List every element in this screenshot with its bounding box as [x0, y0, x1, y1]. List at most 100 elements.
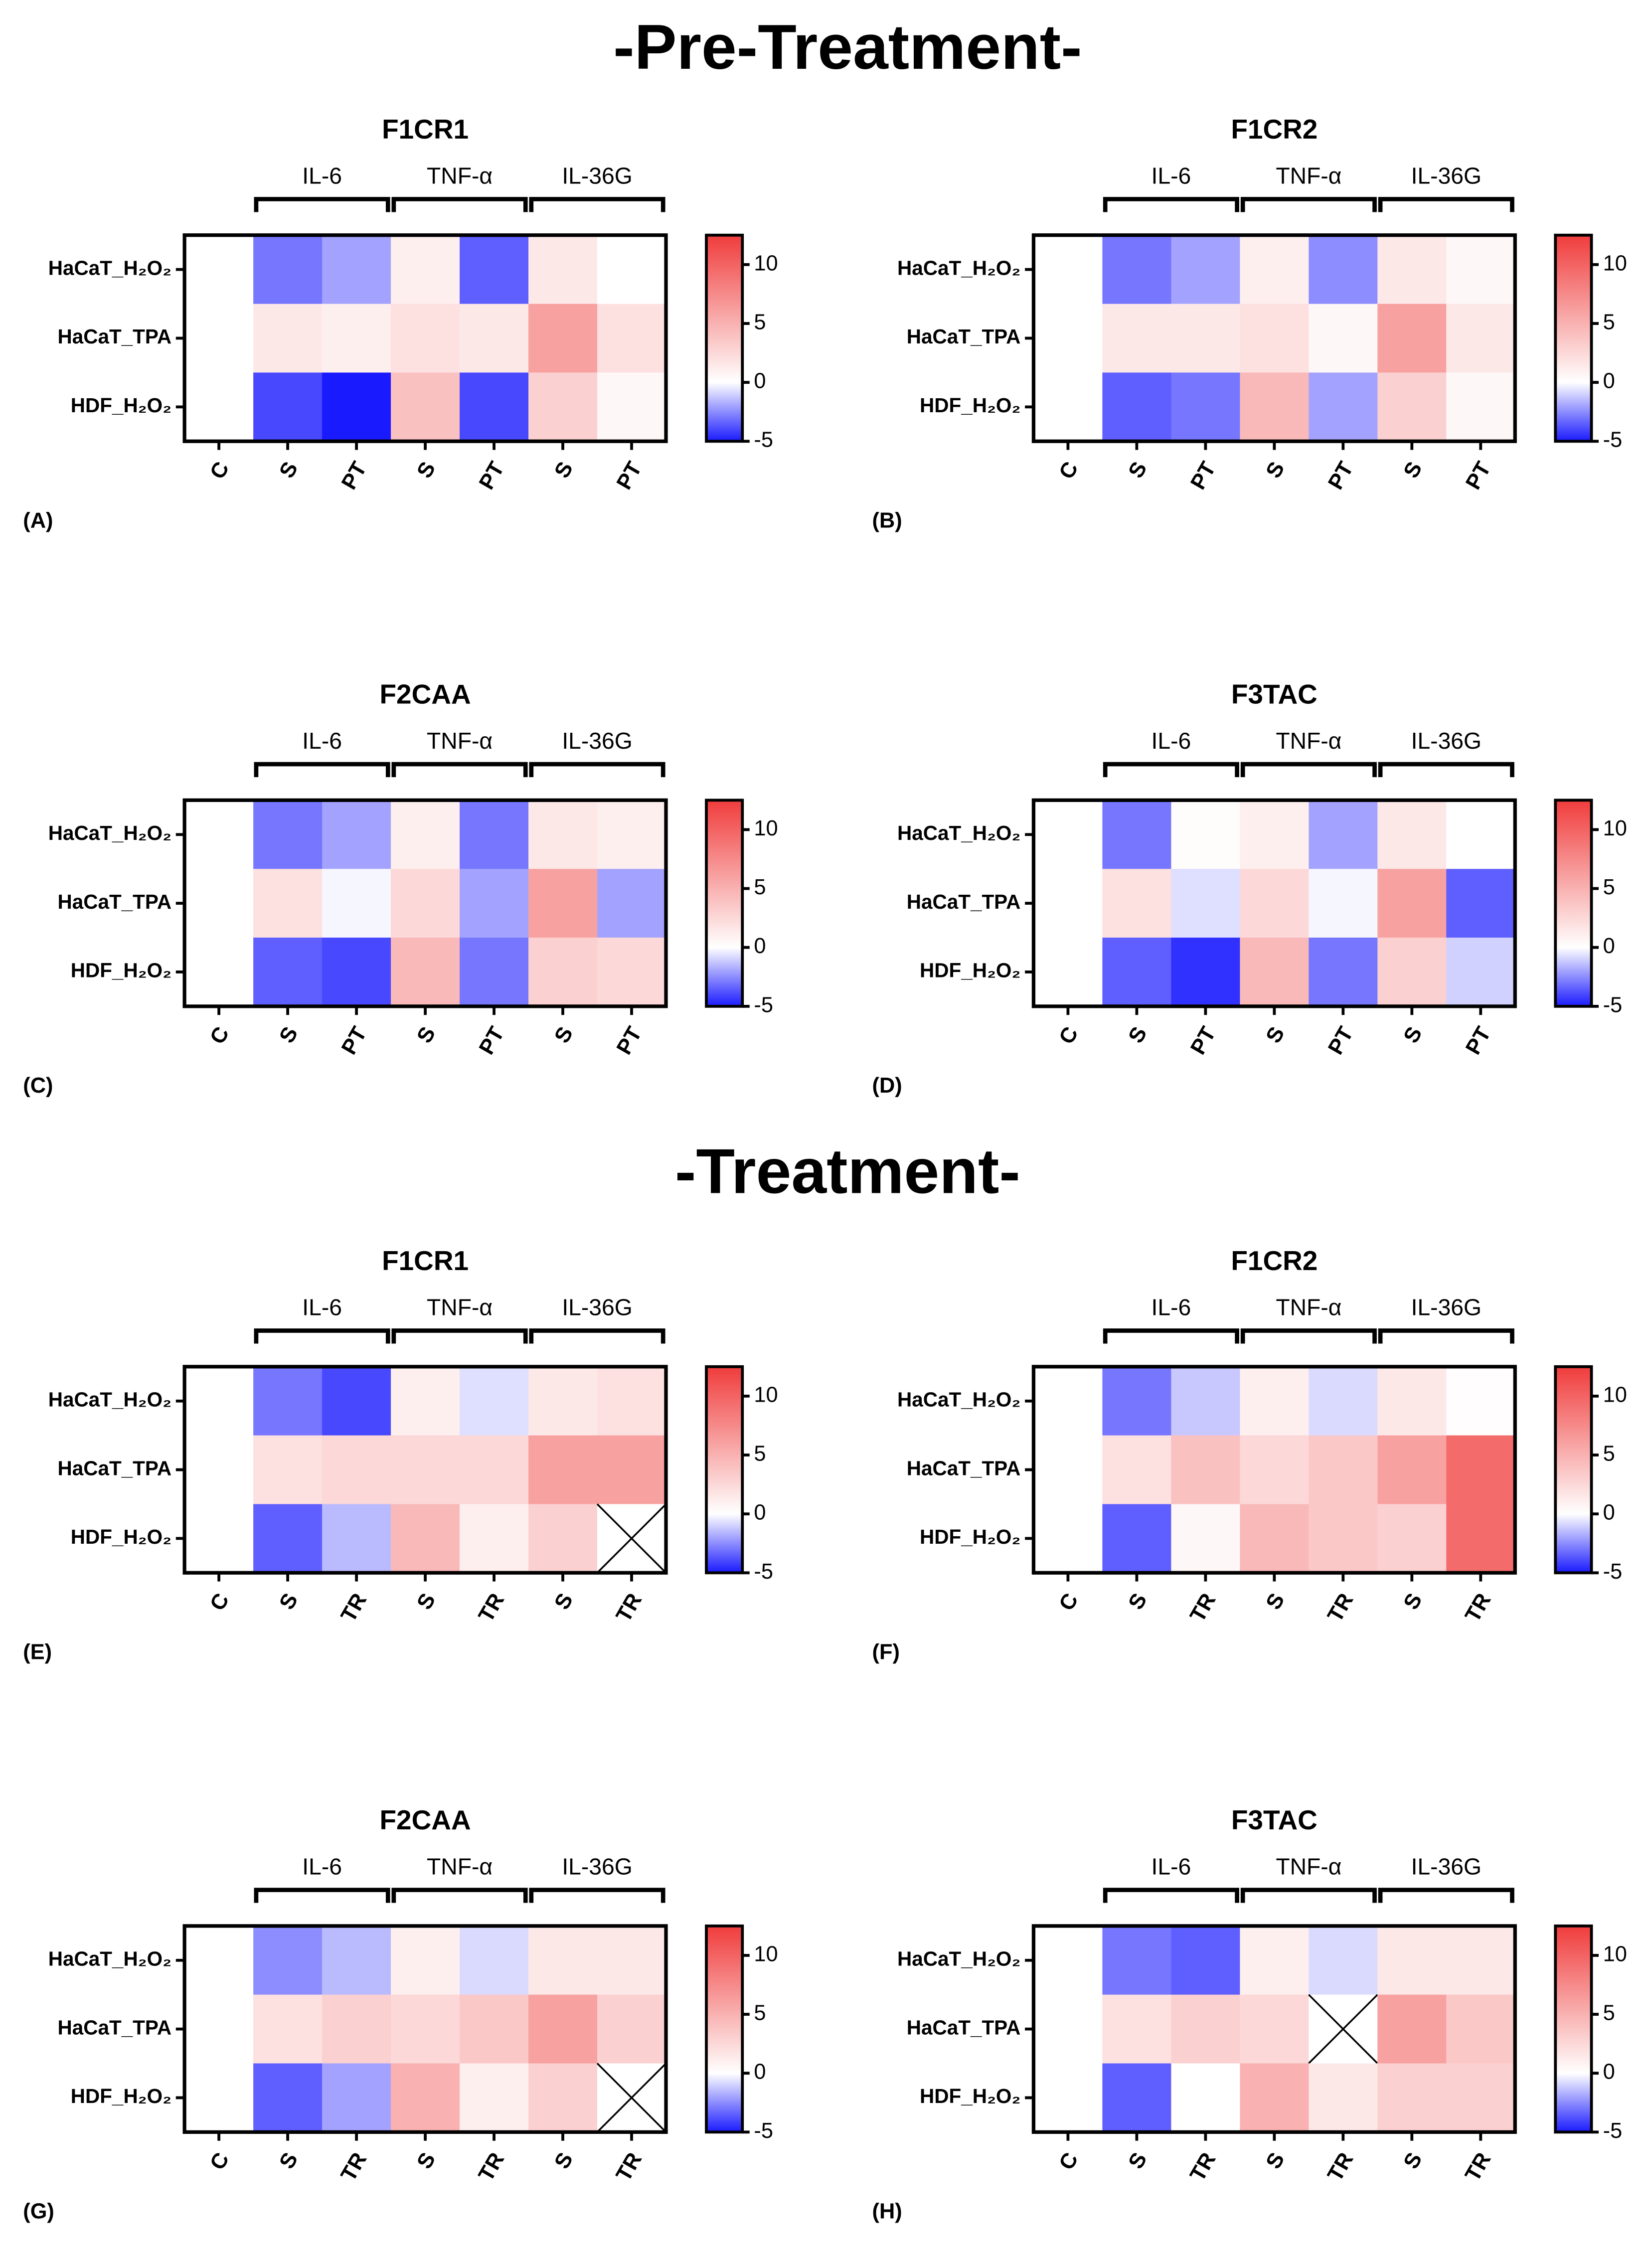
x-tick-label: S — [1261, 2148, 1289, 2173]
group-bracket — [1378, 197, 1514, 212]
group-bracket — [391, 197, 528, 212]
x-tick-label: S — [1261, 1589, 1289, 1614]
group-bracket — [254, 197, 390, 212]
heatmap-cell — [184, 938, 254, 1007]
x-tick-label: S — [1261, 1023, 1289, 1047]
heatmap-cell — [322, 1994, 391, 2064]
heatmap-cell — [184, 1435, 254, 1505]
heatmap-cell — [460, 1366, 529, 1436]
heatmap-cell — [184, 869, 254, 938]
x-tick-label: S — [550, 2148, 578, 2173]
group-bracket — [1103, 1328, 1239, 1344]
colorbar-tick-label: 0 — [1603, 1501, 1615, 1525]
x-tick-label: TR — [1185, 1589, 1220, 1626]
x-tick-label: TR — [336, 2148, 371, 2185]
colorbar-tick-label: 10 — [754, 1383, 778, 1407]
heatmap-cell — [322, 1366, 391, 1436]
x-tick-label: C — [1054, 2148, 1083, 2174]
x-tick-label: TR — [1323, 1589, 1358, 1626]
heatmap-cell — [184, 1504, 254, 1574]
heatmap-cell — [391, 1504, 460, 1574]
heatmap-cell — [322, 800, 391, 870]
heatmap-cell — [1033, 1504, 1103, 1574]
x-tick-label: PT — [612, 1022, 647, 1058]
heatmap-cell — [597, 1435, 666, 1505]
heatmap-cell — [1240, 869, 1310, 938]
heatmap-cell — [460, 372, 529, 442]
group-bracket — [529, 1888, 665, 1903]
heatmap-cell — [1240, 1504, 1310, 1574]
x-tick-label: S — [1399, 458, 1427, 482]
y-tick-label: HaCaT_TPA — [57, 890, 171, 913]
heatmap-cell — [322, 235, 391, 305]
heatmap-cell — [1446, 1366, 1516, 1436]
group-label: IL-6 — [302, 162, 342, 188]
heatmap-cell — [1102, 1926, 1172, 1995]
x-tick-label: TR — [1185, 2148, 1220, 2185]
heatmap-cell — [391, 235, 460, 305]
x-tick-label: PT — [1323, 1022, 1358, 1058]
colorbar-tick-label: 5 — [1603, 1442, 1615, 1465]
group-bracket — [254, 762, 390, 778]
heatmap-cell — [528, 800, 598, 870]
x-tick-label: S — [1399, 2148, 1427, 2173]
heatmap-cell — [322, 2063, 391, 2133]
x-tick-label: PT — [612, 458, 647, 493]
x-tick-label: S — [275, 1023, 303, 1047]
heatmap-cell — [253, 869, 323, 938]
y-tick-label: HDF_H₂O₂ — [920, 394, 1020, 417]
heatmap-cell — [1377, 1926, 1447, 1995]
heatmap-cell — [460, 800, 529, 870]
x-tick-label: S — [412, 2148, 440, 2173]
heatmap-cell — [1033, 1435, 1103, 1505]
group-label: IL-6 — [1152, 162, 1191, 188]
heatmap-cell — [1102, 2063, 1172, 2133]
chart-title: F2CAA — [380, 1804, 471, 1835]
heatmap-cell — [322, 304, 391, 373]
x-tick-label: S — [275, 458, 303, 482]
heatmap-cell — [528, 938, 598, 1007]
heatmap-cell — [597, 1366, 666, 1436]
x-tick-label: S — [1124, 1589, 1152, 1614]
heatmap-cell — [1171, 938, 1241, 1007]
y-tick-label: HaCaT_H₂O₂ — [897, 1388, 1020, 1411]
y-tick-label: HaCaT_H₂O₂ — [897, 256, 1020, 279]
x-tick-label: S — [275, 2148, 303, 2173]
colorbar — [1554, 1365, 1593, 1575]
colorbar-tick-label: -5 — [1603, 428, 1623, 452]
heatmap-cell — [1102, 800, 1172, 870]
heatmap-cell — [253, 1504, 323, 1574]
chart-title: F3TAC — [1231, 679, 1318, 710]
heatmap-cell — [253, 1435, 323, 1505]
heatmap-cell — [1309, 2063, 1378, 2133]
heatmap-cell — [391, 869, 460, 938]
colorbar-tick-label: 0 — [754, 934, 766, 958]
x-tick-label: C — [1054, 1023, 1083, 1048]
colorbar — [705, 1924, 744, 2134]
heatmap-cell — [1171, 869, 1241, 938]
y-tick-label: HDF_H₂O₂ — [920, 959, 1020, 982]
group-bracket — [1103, 762, 1239, 778]
x-tick-label: TR — [474, 2148, 509, 2185]
x-tick-label: PT — [1186, 1022, 1221, 1058]
colorbar — [1554, 1924, 1593, 2134]
heatmap-cell — [1446, 2063, 1516, 2133]
heatmap-cell — [1102, 1366, 1172, 1436]
y-tick-label: HaCaT_TPA — [57, 325, 171, 348]
x-tick-label: S — [1399, 1589, 1427, 1614]
heatmap-cell — [1102, 1994, 1172, 2064]
heatmap-cell — [597, 304, 666, 373]
heatmap-cell — [1033, 372, 1103, 442]
heatmap-cell — [184, 304, 254, 373]
heatmap-cell — [460, 1435, 529, 1505]
y-tick-label: HaCaT_H₂O₂ — [48, 256, 171, 279]
heatmap-cell — [253, 372, 323, 442]
heatmap-cell — [1102, 1435, 1172, 1505]
group-label: TNF-α — [1276, 1853, 1341, 1879]
chart-title: F1CR1 — [382, 1245, 469, 1276]
heatmap-cell — [528, 1435, 598, 1505]
heatmap-cell — [460, 869, 529, 938]
panel-label: (B) — [872, 509, 902, 533]
heatmap-cell — [597, 869, 666, 938]
panel-label: (C) — [23, 1074, 53, 1098]
